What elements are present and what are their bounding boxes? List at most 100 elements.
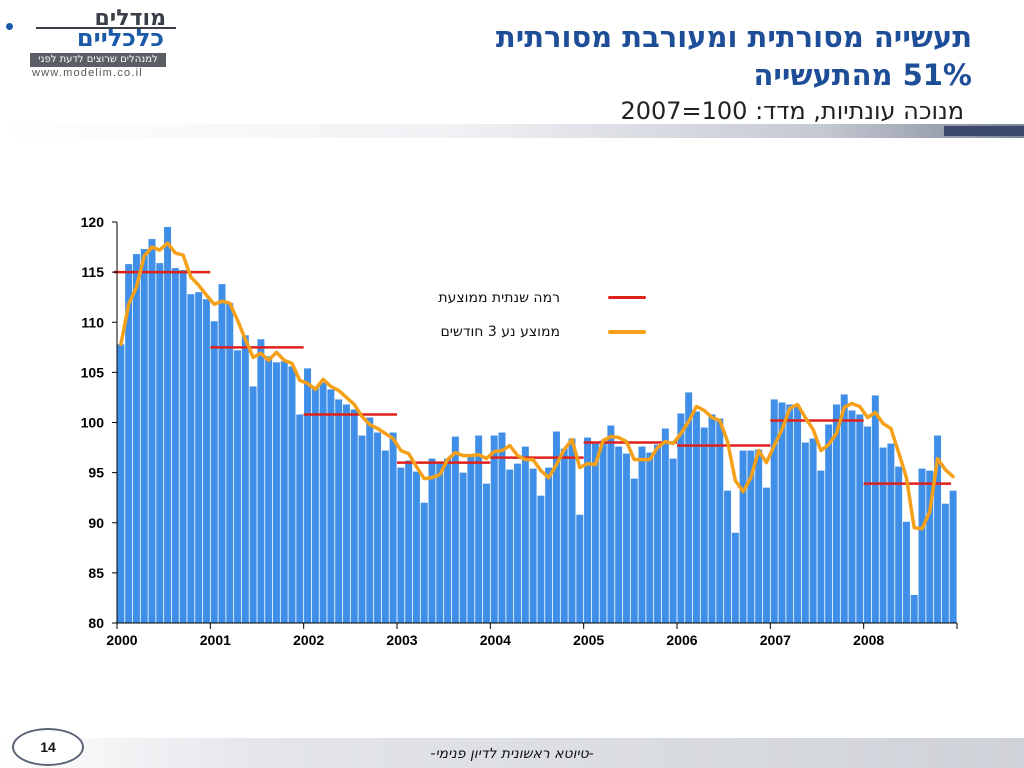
bar-26 [311,386,319,623]
legend-swatch-moving-average [608,330,646,334]
bar-59 [568,438,576,623]
legend-row-moving-average: ממוצע נע 3 חודשים [380,322,660,346]
bar-96 [856,414,864,623]
x-tick-label-2007: 2007 [760,632,791,648]
bar-94 [840,394,848,623]
y-tick-label-120: 120 [81,214,105,230]
bar-25 [304,368,312,623]
bar-61 [584,437,592,623]
y-tick-label-80: 80 [88,615,104,631]
bar-57 [552,431,560,623]
bar-92 [825,424,833,623]
bar-30 [342,404,350,623]
bar-72 [669,458,677,623]
bar-49 [490,435,498,623]
bar-67 [630,478,638,623]
bar-51 [506,469,514,623]
y-tick-label-115: 115 [81,264,104,280]
bar-31 [350,409,358,623]
y-tick-label-100: 100 [81,415,105,431]
bar-21 [272,362,280,623]
logo-wordmark-top: מודלים [94,6,166,31]
bar-5 [148,239,156,623]
bar-106 [934,435,942,623]
bar-45 [459,472,467,624]
bar-53 [521,446,529,623]
logo-tagline: למנהלים שרוצים לדעת לפני [30,53,166,67]
bar-8 [171,268,179,623]
bar-95 [848,410,856,623]
bar-27 [319,382,327,623]
y-tick-label-85: 85 [88,565,104,581]
bar-36 [389,432,397,623]
bar-56 [545,467,553,623]
x-tick-label-2006: 2006 [666,632,697,648]
bar-58 [560,448,568,623]
slide-title-line1: תעשייה מסורתית ומעורבת מסורתית [495,20,972,54]
bar-90 [809,438,817,623]
bar-35 [381,450,389,623]
bar-66 [622,453,630,623]
bar-84 [762,487,770,623]
y-tick-label-105: 105 [81,364,105,380]
slide-subtitle: מנוכה עונתיות, מדד: 100=2007 [620,97,964,125]
bar-40 [420,502,428,623]
bar-42 [436,462,444,623]
bar-88 [794,406,802,623]
logo-bullet [6,23,13,30]
bar-12 [202,299,210,623]
bar-86 [778,402,786,623]
bar-50 [498,432,506,623]
bar-32 [358,435,366,623]
bar-87 [786,404,794,623]
x-tick-label-2001: 2001 [200,632,231,648]
bar-23 [288,366,296,623]
bar-55 [537,495,545,623]
legend-row-annual: רמה שנתית ממוצעת [380,288,660,312]
bar-2 [125,264,133,623]
bar-28 [327,389,335,623]
bar-7 [164,227,172,623]
x-tick-label-2005: 2005 [573,632,604,648]
bar-47 [475,435,483,623]
bar-82 [747,450,755,623]
bar-34 [374,432,382,623]
y-tick-label-110: 110 [81,314,104,330]
logo: מודלים כלכליים למנהלים שרוצים לדעת לפני … [6,4,176,79]
bar-74 [685,392,693,623]
bar-81 [739,450,747,623]
legend-label-annual: רמה שנתית ממוצעת [438,290,560,306]
bar-17 [241,335,249,623]
chart: 80 85 90 95 100 105 110 115 120 2000 2001 2002 2003 2… [81,214,958,648]
y-tick-label-90: 90 [88,515,104,531]
bar-54 [529,468,537,623]
bar-91 [817,470,825,623]
bar-43 [444,458,452,623]
bar-6 [156,263,164,623]
bar-97 [864,426,872,623]
axes-layer: 80 85 90 95 100 105 110 115 120 2000 2001 2002 2003 2… [81,214,958,648]
slide-title: תעשייה מסורתית ומעורבת מסורתית 51% מהתעש… [332,18,972,94]
bar-77 [708,414,716,623]
page-number: 14 [40,739,56,755]
legend-swatch-annual [608,296,646,299]
x-tick-label-2008: 2008 [853,632,884,648]
slide-title-line2: 51% מהתעשייה [753,58,972,92]
bar-78 [716,418,724,623]
bar-15 [226,303,234,623]
bar-103 [910,594,918,623]
bar-48 [482,483,490,623]
bar-46 [467,456,475,623]
bar-44 [451,436,459,623]
bar-52 [514,463,522,623]
bar-79 [724,490,732,623]
footer-note: -טיוטא ראשונית לדיון פנימי- [430,746,594,762]
bar-70 [654,444,662,623]
bar-76 [700,427,708,623]
bar-73 [677,413,685,623]
legend: רמה שנתית ממוצעת ממוצע נע 3 חודשים [380,288,660,348]
bar-99 [879,447,887,623]
bar-107 [941,503,949,623]
bar-64 [607,425,615,623]
x-tick-label-2003: 2003 [386,632,417,648]
